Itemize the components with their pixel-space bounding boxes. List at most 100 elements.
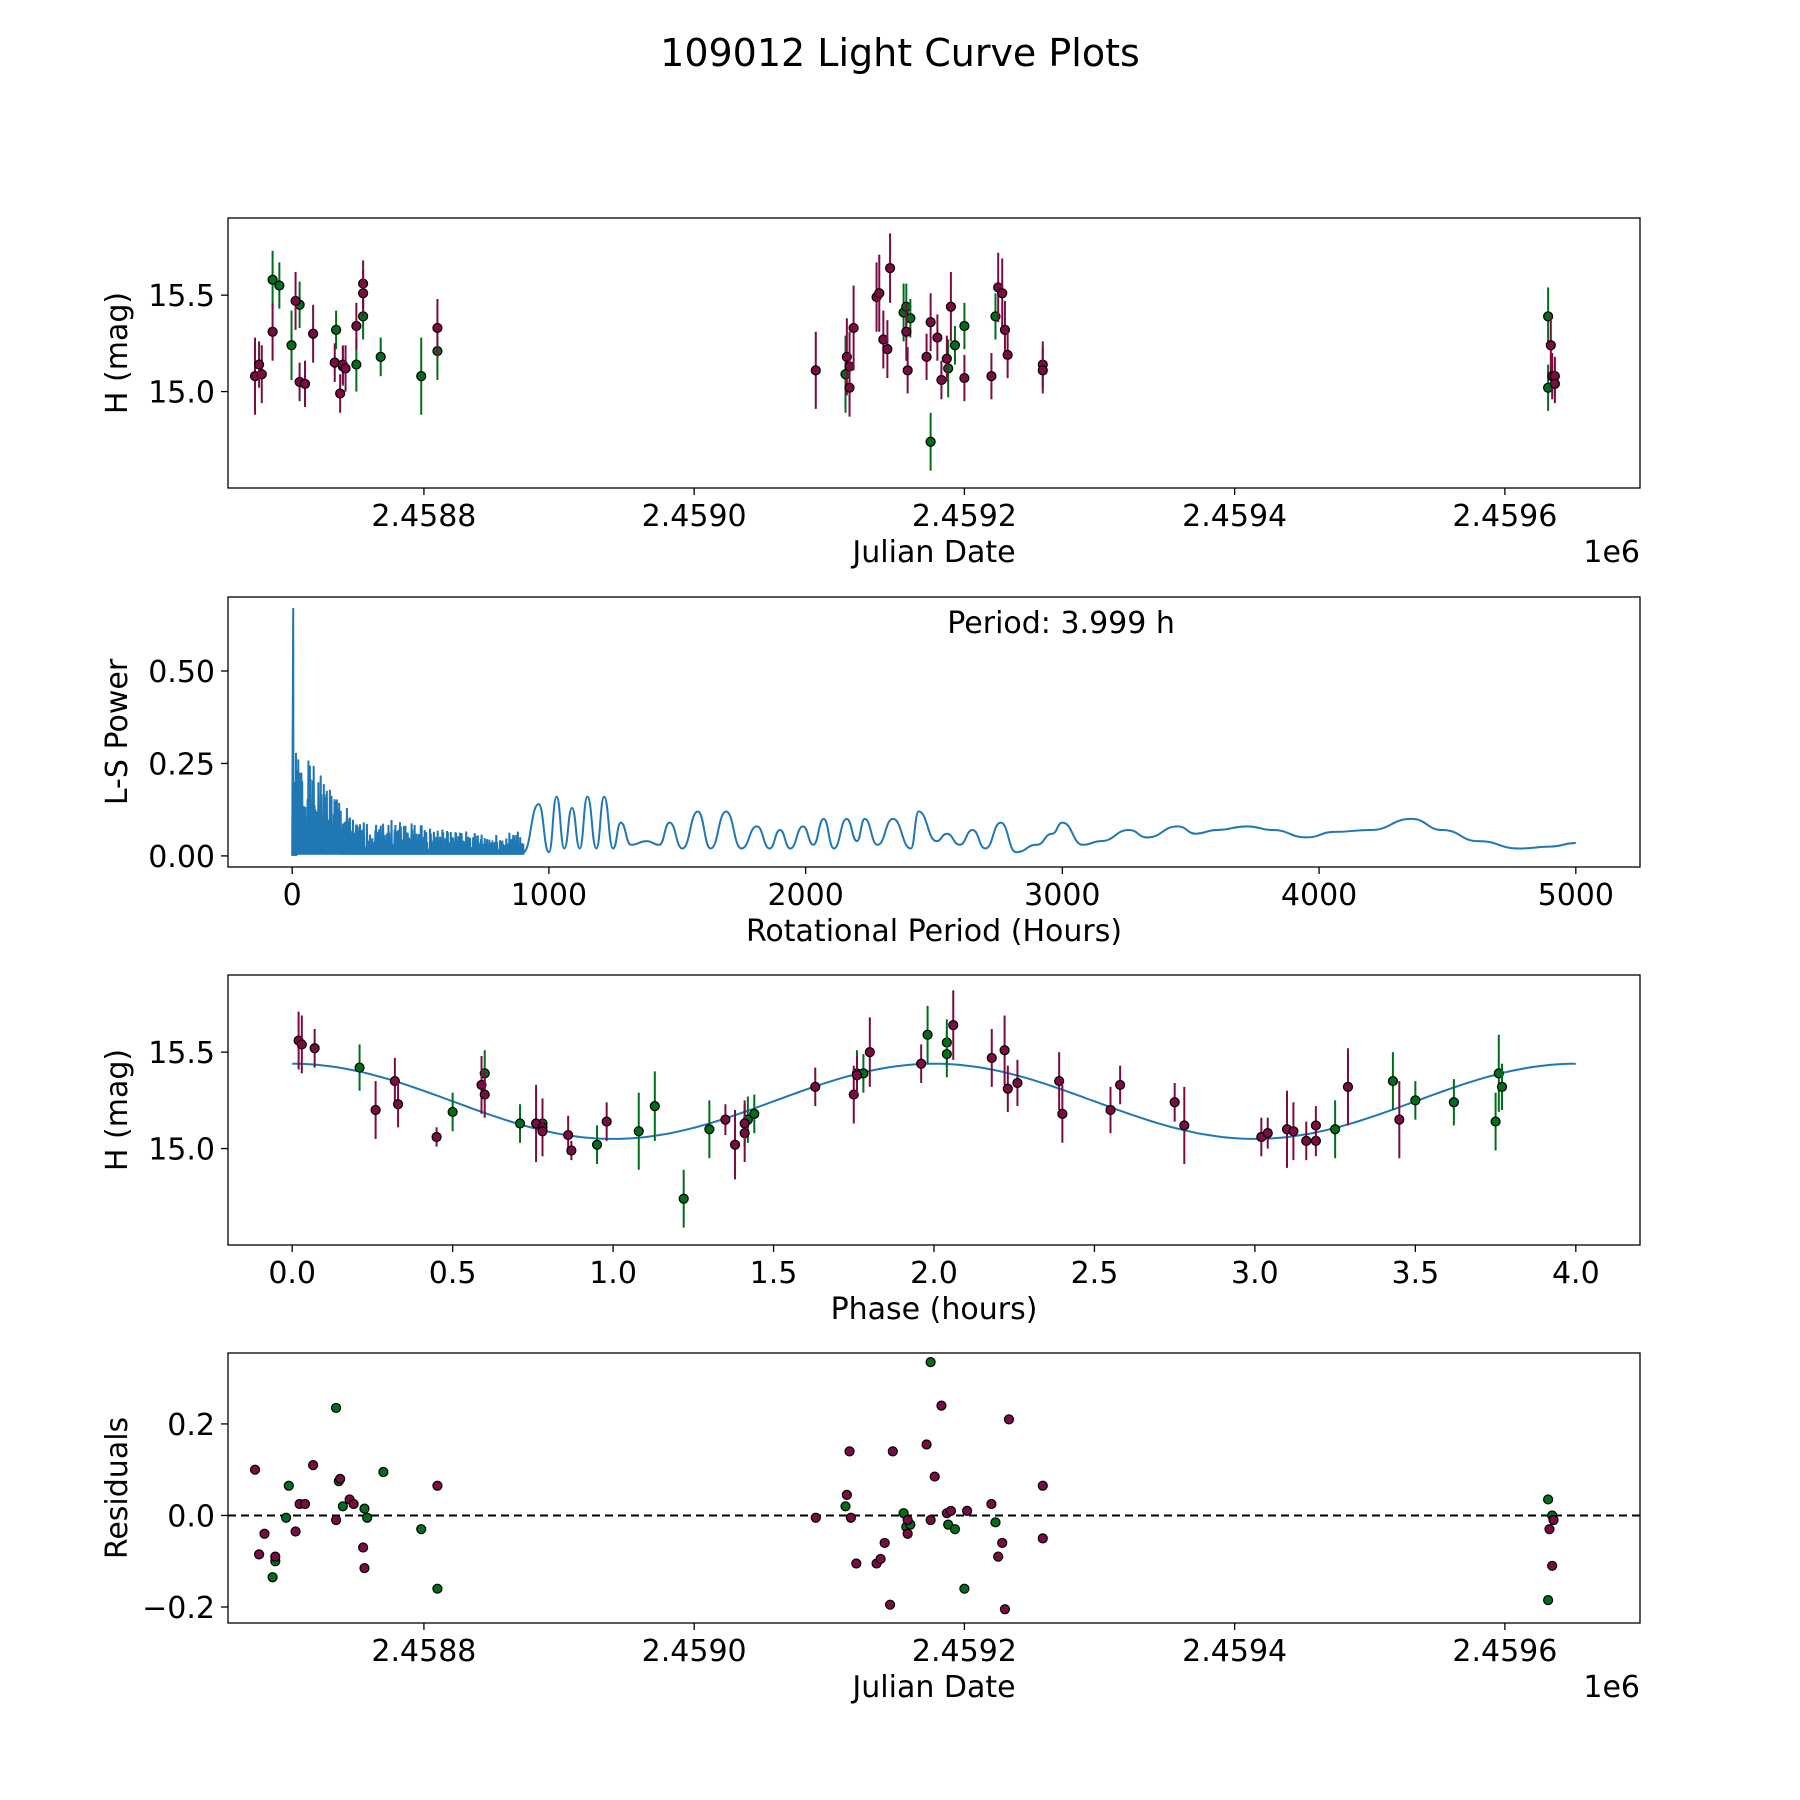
x-tick-label: 1000 [511, 878, 587, 913]
data-point [267, 1572, 278, 1583]
data-point [916, 1058, 927, 1069]
x-tick-label: 0 [283, 878, 302, 913]
data-point [929, 1471, 940, 1482]
data-point [749, 1108, 760, 1119]
x-tick-label: 0.0 [268, 1256, 316, 1291]
x-tick-label: 2.4596 [1452, 499, 1557, 534]
data-point [249, 1464, 261, 1475]
data-point [1169, 1097, 1180, 1108]
data-point [351, 359, 362, 370]
x-offset-label: 1e6 [1583, 535, 1640, 570]
data-point [986, 371, 997, 382]
x-tick-label: 5000 [1538, 878, 1614, 913]
data-point [999, 1604, 1011, 1615]
periodogram-panel: Period: 3.999 h 0 1000 2000 3000 4000 5000 0.00… [100, 596, 1641, 949]
data-point [887, 1446, 898, 1457]
y-tick-label: −0.2 [142, 1591, 215, 1626]
data-point [882, 344, 893, 355]
data-point [1262, 1128, 1273, 1139]
data-point [1054, 1075, 1065, 1087]
x-tick-label: 2.4590 [642, 1634, 747, 1669]
x-tick-label: 3000 [1024, 878, 1100, 913]
data-point [922, 1029, 933, 1040]
x-axis-label: Phase (hours) [831, 1292, 1038, 1327]
data-point [354, 1062, 365, 1073]
data-point [879, 1537, 890, 1549]
data-point [990, 1517, 1001, 1528]
y-tick-label: 0.50 [148, 655, 215, 690]
data-point [416, 371, 427, 382]
data-point [335, 1473, 346, 1484]
data-point [959, 372, 970, 384]
data-point [936, 374, 947, 386]
data-point [253, 1549, 265, 1560]
data-point [902, 1514, 913, 1526]
data-point [884, 263, 896, 274]
data-point [359, 1503, 370, 1514]
data-point [1330, 1124, 1341, 1135]
data-point [1301, 1135, 1312, 1146]
data-point [563, 1129, 574, 1141]
data-point [1115, 1079, 1126, 1091]
y-tick-label: 15.5 [148, 279, 215, 314]
data-point [1012, 1077, 1023, 1089]
x-tick-label: 3.0 [1231, 1256, 1279, 1291]
data-point [1549, 378, 1560, 389]
data-point [330, 1514, 342, 1526]
x-tick-label: 4000 [1281, 878, 1357, 913]
data-point [1544, 1524, 1555, 1535]
data-point [851, 1070, 863, 1081]
data-point [537, 1126, 548, 1137]
periodogram-dense-line [291, 608, 525, 856]
data-point [308, 328, 319, 339]
data-point [1410, 1095, 1421, 1106]
series-r [249, 1400, 1559, 1615]
x-axis-label: Julian Date [850, 1670, 1015, 1705]
data-point [1002, 349, 1013, 361]
x-tick-label: 2.4588 [371, 1634, 476, 1669]
x-tick-label: 3.5 [1392, 1256, 1440, 1291]
axes-frame [227, 1352, 1641, 1624]
x-tick-label: 2.4596 [1452, 1634, 1557, 1669]
data-point [281, 1512, 292, 1523]
data-point [432, 1480, 443, 1491]
residuals-panel: 2.4588 2.4590 2.4592 2.4594 2.4596 −0.2 0.0 0.2… [100, 1352, 1641, 1705]
data-point [986, 1052, 997, 1064]
x-tick-label: 1.5 [750, 1256, 798, 1291]
data-point [840, 1501, 851, 1512]
data-point [432, 322, 443, 334]
data-point [1037, 1533, 1048, 1544]
data-point [375, 351, 386, 362]
data-point [351, 320, 362, 332]
y-tick-label: 0.25 [148, 747, 215, 782]
data-point [290, 295, 301, 307]
data-point [704, 1124, 715, 1135]
x-tick-label: 2.0 [910, 1256, 958, 1291]
x-tick-label: 2.4592 [912, 499, 1017, 534]
data-point [739, 1118, 750, 1129]
y-axis-label: H (mag) [100, 292, 135, 414]
axes-frame [227, 596, 1641, 868]
data-point [1448, 1097, 1459, 1108]
data-point [962, 1505, 973, 1516]
y-axis-label: Residuals [100, 1417, 135, 1559]
x-offset-label: 1e6 [1583, 1670, 1640, 1705]
data-point [514, 1118, 526, 1129]
x-tick-label: 0.5 [429, 1256, 477, 1291]
plot-area [228, 1357, 1640, 1615]
data-point [993, 1551, 1004, 1562]
data-point [259, 1528, 270, 1539]
data-point [810, 1512, 821, 1523]
data-point [358, 1542, 369, 1553]
data-point [925, 436, 936, 447]
data-point [949, 340, 961, 351]
data-point [678, 1193, 689, 1204]
data-point [941, 1048, 952, 1060]
x-axis-label: Julian Date [850, 535, 1015, 570]
data-point [874, 288, 885, 299]
light-curve-panel: 2.4588 2.4590 2.4592 2.4594 2.4596 15.0 15.5 Ju… [100, 217, 1641, 570]
data-point [997, 1537, 1008, 1549]
data-point [851, 1558, 862, 1569]
data-point [358, 288, 369, 299]
